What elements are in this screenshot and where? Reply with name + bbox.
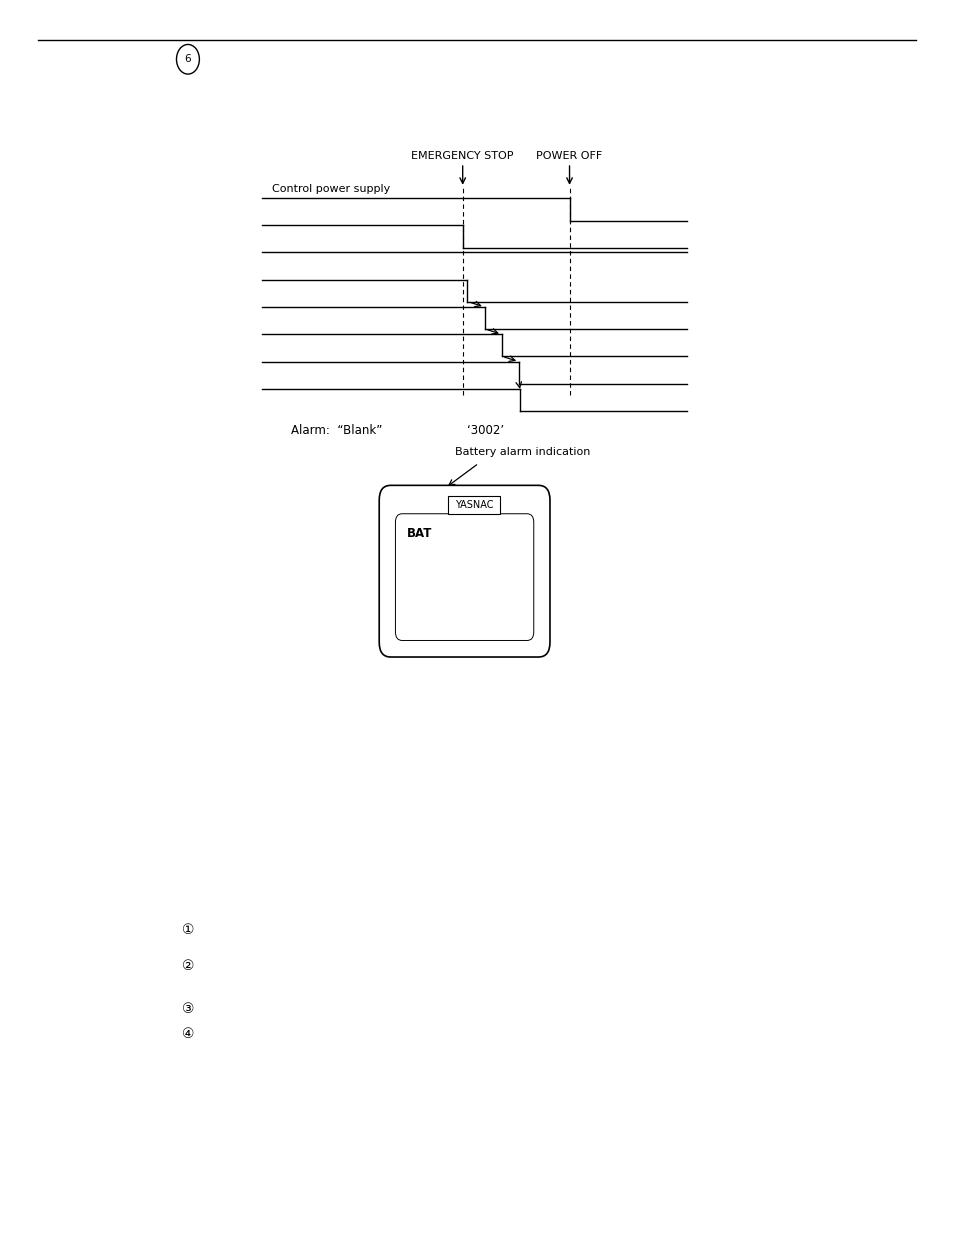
Bar (447, 496, 499, 514)
Text: 6: 6 (185, 54, 191, 64)
Text: Control power supply: Control power supply (272, 184, 390, 194)
Text: Battery alarm indication: Battery alarm indication (455, 447, 590, 457)
Text: Alarm:  “Blank”: Alarm: “Blank” (291, 424, 382, 437)
Text: ②: ② (181, 958, 194, 973)
Text: POWER OFF: POWER OFF (536, 151, 602, 161)
Text: BAT: BAT (406, 527, 432, 541)
Text: YASNAC: YASNAC (455, 500, 493, 510)
Text: EMERGENCY STOP: EMERGENCY STOP (411, 151, 514, 161)
Text: ①: ① (181, 923, 194, 937)
FancyBboxPatch shape (378, 485, 549, 657)
FancyBboxPatch shape (395, 514, 534, 641)
Text: ④: ④ (181, 1026, 194, 1041)
Text: ③: ③ (181, 1002, 194, 1016)
Text: ‘3002’: ‘3002’ (467, 424, 504, 437)
